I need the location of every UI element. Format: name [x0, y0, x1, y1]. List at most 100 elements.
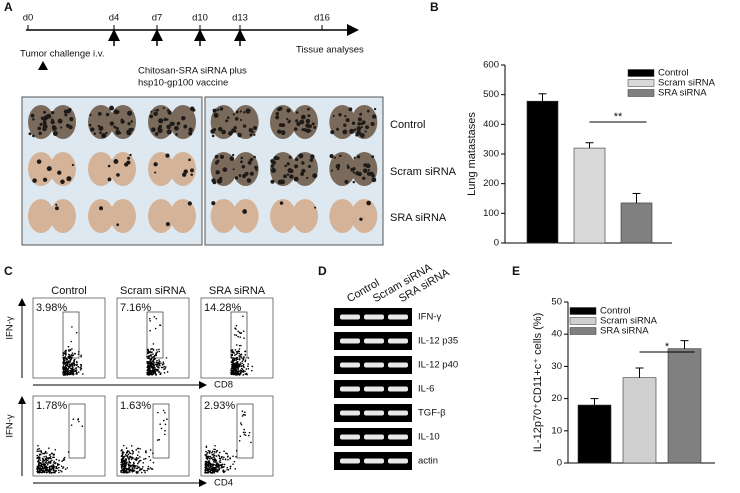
lung-nodule	[32, 134, 35, 138]
event-dot	[60, 465, 63, 468]
event-dot	[130, 469, 132, 472]
lung-nodule	[156, 108, 159, 112]
event-dot	[37, 444, 39, 447]
event-dot	[235, 351, 238, 353]
lung-nodule	[219, 176, 223, 180]
lung-nodule	[307, 164, 312, 168]
lung-nodule	[249, 133, 253, 137]
gel-band	[388, 410, 408, 416]
event-dot	[244, 370, 246, 373]
lung-lobe	[28, 199, 54, 233]
event-dot	[142, 461, 145, 464]
bar	[667, 348, 702, 464]
event-dot	[241, 362, 243, 365]
lung-nodule	[216, 108, 220, 111]
lung-nodule	[66, 176, 72, 182]
event-dot	[64, 456, 66, 459]
lung-nodule	[284, 164, 287, 168]
event-dot	[59, 469, 62, 472]
event-dot	[136, 447, 139, 450]
event-dot	[245, 368, 248, 370]
event-dot	[79, 369, 82, 371]
event-dot	[137, 462, 139, 465]
row-label: Scram siRNA	[390, 166, 457, 178]
lung-nodule	[242, 124, 247, 128]
legend-label: SRA siRNA	[600, 326, 649, 337]
event-dot	[148, 357, 150, 360]
legend-label: SRA siRNA	[658, 88, 707, 99]
event-dot	[148, 455, 150, 458]
event-dot	[52, 471, 54, 474]
y-axis-label: Lung matastases	[466, 112, 478, 196]
lung-nodule	[188, 131, 193, 136]
lung-nodule	[153, 162, 158, 167]
lung-nodule	[32, 118, 35, 121]
lung-nodule	[222, 167, 228, 172]
event-dot	[48, 454, 51, 456]
lung-nodule	[356, 130, 362, 136]
event-dot	[71, 352, 74, 354]
lung-nodule	[239, 110, 242, 113]
event-dot	[128, 469, 131, 472]
event-dot	[148, 364, 150, 367]
event-dot	[152, 343, 155, 345]
event-dot	[235, 357, 238, 360]
event-dot	[70, 363, 73, 366]
lung-nodule	[295, 119, 299, 123]
lung-nodule	[286, 162, 290, 166]
event-dot	[234, 366, 237, 368]
event-dot	[153, 315, 156, 318]
legend-swatch	[627, 79, 655, 87]
event-dot	[219, 457, 222, 460]
gel-band	[340, 434, 360, 440]
event-dot	[236, 367, 238, 369]
event-dot	[55, 470, 57, 472]
event-dot	[217, 463, 219, 465]
event-dot	[209, 463, 212, 466]
event-dot	[209, 465, 212, 468]
event-dot	[164, 367, 166, 370]
event-dot	[244, 434, 247, 437]
lung-nodule	[330, 169, 333, 172]
lung-nodule	[246, 178, 252, 183]
lung-nodule	[158, 124, 163, 129]
event-dot	[164, 429, 166, 432]
event-dot	[120, 467, 123, 469]
event-dot	[217, 469, 220, 472]
lung-nodule	[270, 179, 275, 184]
lung-nodule	[183, 124, 188, 129]
event-dot	[149, 449, 152, 451]
y-tick-label: 500	[483, 89, 499, 100]
event-dot	[147, 370, 150, 372]
event-dot	[231, 353, 234, 356]
event-dot	[65, 351, 67, 353]
timeline-label: Tissue analyses	[296, 45, 364, 56]
lung-nodule	[352, 171, 356, 174]
panel-label: C	[4, 264, 13, 278]
event-dot	[250, 369, 253, 372]
lung-nodule	[107, 164, 111, 168]
event-dot	[214, 458, 217, 461]
event-dot	[206, 468, 209, 470]
event-dot	[212, 464, 215, 466]
event-dot	[124, 454, 127, 456]
event-dot	[125, 467, 128, 470]
lung-nodule	[280, 130, 286, 136]
event-dot	[209, 455, 212, 458]
event-dot	[160, 362, 162, 364]
event-dot	[80, 355, 82, 358]
timeline-label: Tumor challenge i.v.	[20, 49, 104, 60]
timeline-label: Chitosan-SRA siRNA plus	[138, 66, 247, 77]
event-dot	[66, 372, 69, 374]
lung-nodule	[277, 179, 283, 185]
event-dot	[213, 450, 216, 453]
event-dot	[155, 373, 157, 376]
event-dot	[73, 352, 76, 355]
panel-label: E	[512, 264, 520, 278]
lung-nodule	[286, 108, 291, 113]
event-dot	[166, 371, 169, 373]
day-label: d10	[192, 13, 208, 24]
lung-lobe	[28, 152, 54, 186]
event-dot	[157, 411, 159, 414]
